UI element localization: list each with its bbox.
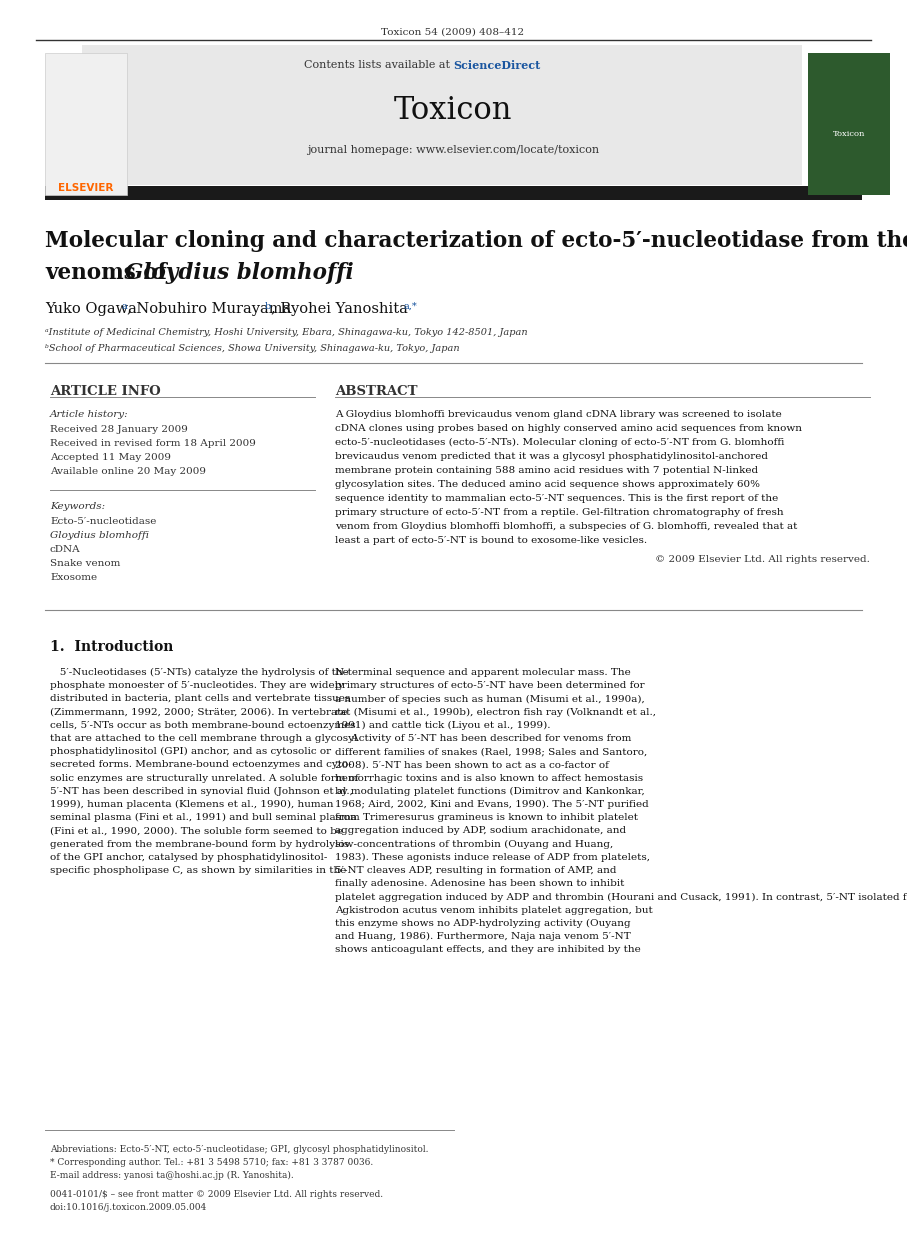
Text: Abbreviations: Ecto-5′-NT, ecto-5′-nucleotidase; GPI, glycosyl phosphatidylinosi: Abbreviations: Ecto-5′-NT, ecto-5′-nucle… bbox=[50, 1145, 428, 1154]
Text: Available online 20 May 2009: Available online 20 May 2009 bbox=[50, 467, 206, 475]
Text: 5′-NT has been described in synovial fluid (Johnson et al.,: 5′-NT has been described in synovial flu… bbox=[50, 787, 353, 796]
Text: N-terminal sequence and apparent molecular mass. The: N-terminal sequence and apparent molecul… bbox=[335, 669, 630, 677]
Text: ARTICLE INFO: ARTICLE INFO bbox=[50, 385, 161, 397]
Text: cells, 5′-NTs occur as both membrane-bound ectoenzymes: cells, 5′-NTs occur as both membrane-bou… bbox=[50, 721, 356, 729]
Text: distributed in bacteria, plant cells and vertebrate tissues: distributed in bacteria, plant cells and… bbox=[50, 695, 350, 703]
Text: Toxicon 54 (2009) 408–412: Toxicon 54 (2009) 408–412 bbox=[382, 28, 524, 37]
Text: journal homepage: www.elsevier.com/locate/toxicon: journal homepage: www.elsevier.com/locat… bbox=[307, 145, 599, 155]
Text: aggregation induced by ADP, sodium arachidonate, and: aggregation induced by ADP, sodium arach… bbox=[335, 827, 626, 836]
Text: (Zimmermann, 1992, 2000; Sträter, 2006). In vertebrate: (Zimmermann, 1992, 2000; Sträter, 2006).… bbox=[50, 708, 347, 717]
Text: ᵇSchool of Pharmaceutical Sciences, Showa University, Shinagawa-ku, Tokyo, Japan: ᵇSchool of Pharmaceutical Sciences, Show… bbox=[45, 344, 460, 353]
Bar bbox=[82, 45, 802, 184]
Text: from Trimeresurus gramineus is known to inhibit platelet: from Trimeresurus gramineus is known to … bbox=[335, 813, 638, 822]
Bar bbox=[45, 53, 127, 196]
Text: 1983). These agonists induce release of ADP from platelets,: 1983). These agonists induce release of … bbox=[335, 853, 650, 862]
Text: a: a bbox=[121, 302, 127, 311]
Text: 1991) and cattle tick (Liyou et al., 1999).: 1991) and cattle tick (Liyou et al., 199… bbox=[335, 721, 551, 730]
Text: Gloydius blomhoffi: Gloydius blomhoffi bbox=[50, 531, 149, 540]
Text: A Gloydius blomhoffi brevicaudus venom gland cDNA library was screened to isolat: A Gloydius blomhoffi brevicaudus venom g… bbox=[335, 410, 782, 418]
Text: Snake venom: Snake venom bbox=[50, 560, 121, 568]
Text: 1968; Aird, 2002, Kini and Evans, 1990). The 5′-NT purified: 1968; Aird, 2002, Kini and Evans, 1990).… bbox=[335, 800, 649, 810]
Text: venom from Gloydius blomhoffi blomhoffi, a subspecies of G. blomhoffi, revealed : venom from Gloydius blomhoffi blomhoffi,… bbox=[335, 522, 797, 531]
Text: that are attached to the cell membrane through a glycosyl: that are attached to the cell membrane t… bbox=[50, 734, 357, 743]
Text: this enzyme shows no ADP-hydrolyzing activity (Ouyang: this enzyme shows no ADP-hydrolyzing act… bbox=[335, 919, 630, 928]
Text: specific phospholipase C, as shown by similarities in the: specific phospholipase C, as shown by si… bbox=[50, 867, 346, 875]
Bar bbox=[45, 186, 862, 201]
Text: * Corresponding author. Tel.: +81 3 5498 5710; fax: +81 3 3787 0036.: * Corresponding author. Tel.: +81 3 5498… bbox=[50, 1158, 374, 1167]
Text: and Huang, 1986). Furthermore, Naja naja venom 5′-NT: and Huang, 1986). Furthermore, Naja naja… bbox=[335, 932, 630, 941]
Text: 0041-0101/$ – see front matter © 2009 Elsevier Ltd. All rights reserved.: 0041-0101/$ – see front matter © 2009 El… bbox=[50, 1190, 383, 1198]
Text: cDNA clones using probes based on highly conserved amino acid sequences from kno: cDNA clones using probes based on highly… bbox=[335, 423, 802, 433]
Text: phosphate monoester of 5′-nucleotides. They are widely: phosphate monoester of 5′-nucleotides. T… bbox=[50, 681, 344, 691]
Text: Activity of 5′-NT has been described for venoms from: Activity of 5′-NT has been described for… bbox=[335, 734, 631, 743]
Text: ecto-5′-nucleotidases (ecto-5′-NTs). Molecular cloning of ecto-5′-NT from G. blo: ecto-5′-nucleotidases (ecto-5′-NTs). Mol… bbox=[335, 438, 785, 447]
Text: of the GPI anchor, catalysed by phosphatidylinositol-: of the GPI anchor, catalysed by phosphat… bbox=[50, 853, 327, 862]
Text: ELSEVIER: ELSEVIER bbox=[58, 183, 113, 193]
Text: Received in revised form 18 April 2009: Received in revised form 18 April 2009 bbox=[50, 439, 256, 448]
Text: doi:10.1016/j.toxicon.2009.05.004: doi:10.1016/j.toxicon.2009.05.004 bbox=[50, 1203, 208, 1212]
Text: Agkistrodon acutus venom inhibits platelet aggregation, but: Agkistrodon acutus venom inhibits platel… bbox=[335, 906, 653, 915]
Text: low-concentrations of thrombin (Ouyang and Huang,: low-concentrations of thrombin (Ouyang a… bbox=[335, 839, 613, 849]
Text: Toxicon: Toxicon bbox=[833, 130, 865, 137]
Text: Accepted 11 May 2009: Accepted 11 May 2009 bbox=[50, 453, 171, 462]
Text: b: b bbox=[265, 302, 271, 311]
Text: 1999), human placenta (Klemens et al., 1990), human: 1999), human placenta (Klemens et al., 1… bbox=[50, 800, 334, 810]
Text: Keywords:: Keywords: bbox=[50, 501, 105, 511]
Text: 5′-NT cleaves ADP, resulting in formation of AMP, and: 5′-NT cleaves ADP, resulting in formatio… bbox=[335, 867, 617, 875]
Text: , Ryohei Yanoshita: , Ryohei Yanoshita bbox=[271, 302, 408, 316]
Text: platelet aggregation induced by ADP and thrombin (Hourani and Cusack, 1991). In : platelet aggregation induced by ADP and … bbox=[335, 893, 907, 901]
Text: 5′-Nucleotidases (5′-NTs) catalyze the hydrolysis of the: 5′-Nucleotidases (5′-NTs) catalyze the h… bbox=[50, 669, 349, 677]
Text: shows anticoagulant effects, and they are inhibited by the: shows anticoagulant effects, and they ar… bbox=[335, 945, 640, 954]
Text: Yuko Ogawa: Yuko Ogawa bbox=[45, 302, 137, 316]
Text: secreted forms. Membrane-bound ectoenzymes and cyto-: secreted forms. Membrane-bound ectoenzym… bbox=[50, 760, 352, 769]
Text: ABSTRACT: ABSTRACT bbox=[335, 385, 417, 397]
Text: generated from the membrane-bound form by hydrolysis: generated from the membrane-bound form b… bbox=[50, 839, 349, 848]
Text: membrane protein containing 588 amino acid residues with 7 potential N-linked: membrane protein containing 588 amino ac… bbox=[335, 465, 758, 475]
Text: a number of species such as human (Misumi et al., 1990a),: a number of species such as human (Misum… bbox=[335, 695, 645, 703]
Text: cDNA: cDNA bbox=[50, 545, 81, 553]
Text: Received 28 January 2009: Received 28 January 2009 bbox=[50, 425, 188, 435]
Bar bbox=[808, 53, 890, 196]
Text: 1.  Introduction: 1. Introduction bbox=[50, 640, 173, 654]
Text: Toxicon: Toxicon bbox=[394, 95, 512, 126]
Text: brevicaudus venom predicted that it was a glycosyl phosphatidylinositol-anchored: brevicaudus venom predicted that it was … bbox=[335, 452, 768, 461]
Text: phosphatidylinositol (GPI) anchor, and as cytosolic or: phosphatidylinositol (GPI) anchor, and a… bbox=[50, 748, 331, 756]
Text: Molecular cloning and characterization of ecto-5′-nucleotidase from the: Molecular cloning and characterization o… bbox=[45, 230, 907, 253]
Text: Gloydius blomhoffi: Gloydius blomhoffi bbox=[125, 262, 354, 284]
Text: least a part of ecto-5′-NT is bound to exosome-like vesicles.: least a part of ecto-5′-NT is bound to e… bbox=[335, 536, 647, 545]
Text: primary structure of ecto-5′-NT from a reptile. Gel-filtration chromatography of: primary structure of ecto-5′-NT from a r… bbox=[335, 508, 784, 517]
Text: hemorrhagic toxins and is also known to affect hemostasis: hemorrhagic toxins and is also known to … bbox=[335, 774, 643, 782]
Text: glycosylation sites. The deduced amino acid sequence shows approximately 60%: glycosylation sites. The deduced amino a… bbox=[335, 480, 760, 489]
Text: venoms of: venoms of bbox=[45, 262, 174, 284]
Text: sequence identity to mammalian ecto-5′-NT sequences. This is the first report of: sequence identity to mammalian ecto-5′-N… bbox=[335, 494, 778, 503]
Text: a,*: a,* bbox=[403, 302, 416, 311]
Text: finally adenosine. Adenosine has been shown to inhibit: finally adenosine. Adenosine has been sh… bbox=[335, 879, 624, 888]
Text: Ecto-5′-nucleotidase: Ecto-5′-nucleotidase bbox=[50, 517, 156, 526]
Text: Article history:: Article history: bbox=[50, 410, 129, 418]
Text: seminal plasma (Fini et al., 1991) and bull seminal plasma: seminal plasma (Fini et al., 1991) and b… bbox=[50, 813, 356, 822]
Text: © 2009 Elsevier Ltd. All rights reserved.: © 2009 Elsevier Ltd. All rights reserved… bbox=[655, 555, 870, 565]
Text: ScienceDirect: ScienceDirect bbox=[453, 59, 541, 71]
Text: rat (Misumi et al., 1990b), electron fish ray (Volknandt et al.,: rat (Misumi et al., 1990b), electron fis… bbox=[335, 708, 656, 717]
Text: E-mail address: yanosi ta@hoshi.ac.jp (R. Yanoshita).: E-mail address: yanosi ta@hoshi.ac.jp (R… bbox=[50, 1171, 294, 1180]
Text: , Nobuhiro Murayama: , Nobuhiro Murayama bbox=[127, 302, 291, 316]
Text: solic enzymes are structurally unrelated. A soluble form of: solic enzymes are structurally unrelated… bbox=[50, 774, 359, 782]
Text: Exosome: Exosome bbox=[50, 573, 97, 582]
Text: ᵃInstitute of Medicinal Chemistry, Hoshi University, Ebara, Shinagawa-ku, Tokyo : ᵃInstitute of Medicinal Chemistry, Hoshi… bbox=[45, 328, 528, 337]
Text: Contents lists available at: Contents lists available at bbox=[304, 59, 453, 71]
Text: different families of snakes (Rael, 1998; Sales and Santoro,: different families of snakes (Rael, 1998… bbox=[335, 748, 648, 756]
Text: (Fini et al., 1990, 2000). The soluble form seemed to be: (Fini et al., 1990, 2000). The soluble f… bbox=[50, 827, 343, 836]
Text: 2008). 5′-NT has been shown to act as a co-factor of: 2008). 5′-NT has been shown to act as a … bbox=[335, 760, 609, 769]
Text: by modulating platelet functions (Dimitrov and Kankonkar,: by modulating platelet functions (Dimitr… bbox=[335, 787, 645, 796]
Text: primary structures of ecto-5′-NT have been determined for: primary structures of ecto-5′-NT have be… bbox=[335, 681, 645, 691]
